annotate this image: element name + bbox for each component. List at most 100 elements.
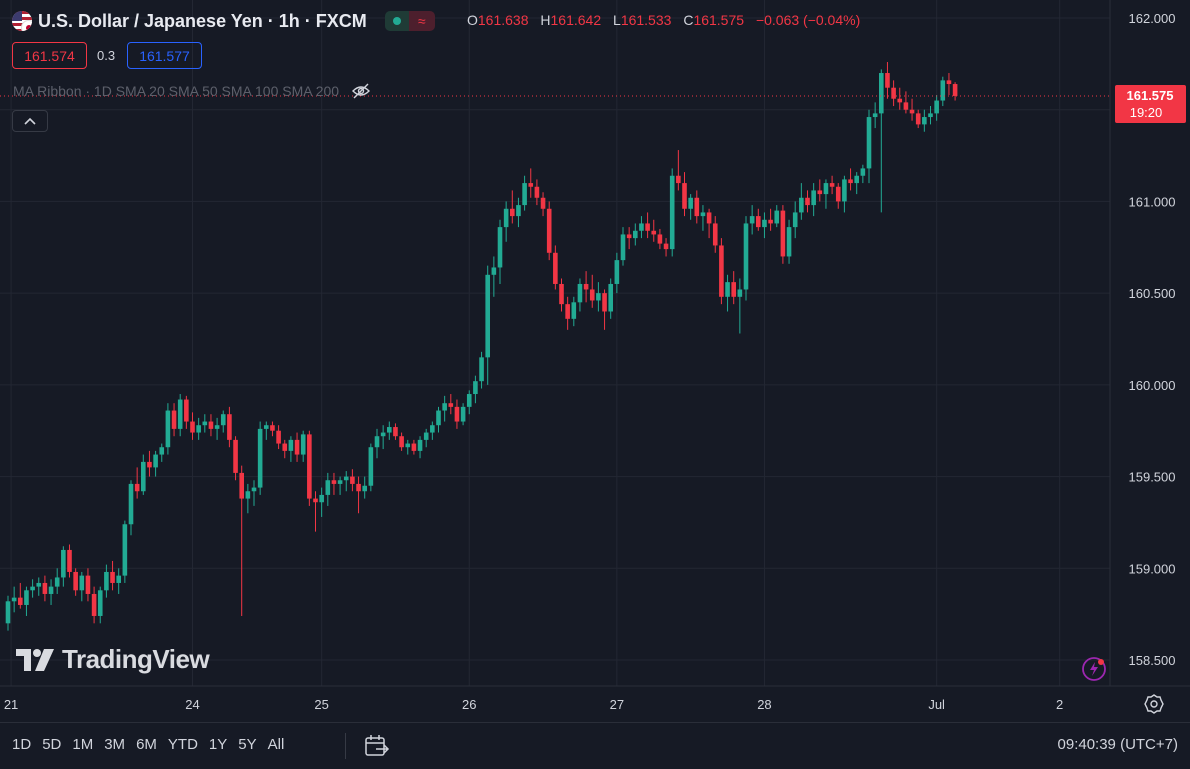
candle-body (460, 406, 466, 422)
candle-body (233, 439, 238, 473)
candle-body (307, 434, 312, 499)
ma-ribbon-indicator[interactable]: MA Ribbon · 1D SMA 20 SMA 50 SMA 100 SMA… (13, 83, 371, 99)
candle-body (171, 410, 177, 429)
candle-body (540, 197, 546, 209)
range-1y-button[interactable]: 1Y (208, 736, 228, 753)
candle-body (885, 73, 890, 88)
candle-body (688, 197, 693, 209)
range-all-button[interactable]: All (267, 736, 285, 753)
symbol-title[interactable]: U.S. Dollar / Japanese Yen · 1h · FXCM (38, 10, 367, 31)
candle-body (356, 483, 361, 492)
range-5y-button[interactable]: 5Y (238, 736, 257, 753)
range-1m-button[interactable]: 1M (72, 736, 94, 753)
time-axis: 21 24 25 26 27 28 Jul 2 (0, 685, 1190, 712)
price-tick-label: 158.500 (1129, 653, 1176, 668)
candle-body (79, 575, 85, 591)
candle-body (891, 87, 896, 99)
goto-date-calendar-icon[interactable] (364, 734, 390, 758)
candle-body (909, 109, 915, 114)
candle-body (454, 406, 460, 422)
settings-gear-icon[interactable] (1144, 694, 1164, 714)
candle-body (620, 234, 626, 261)
candle-body (405, 443, 411, 448)
price-tick-label: 160.500 (1129, 286, 1176, 301)
candle-body (866, 117, 872, 169)
candle-body (141, 461, 146, 492)
candle-body (786, 227, 792, 257)
candle-body (294, 439, 300, 455)
candle-body (399, 436, 404, 448)
candle-body (5, 601, 11, 624)
bar-countdown-label: 19:20 (1130, 105, 1163, 120)
range-3m-button[interactable]: 3M (104, 736, 126, 753)
candle-body (811, 190, 816, 206)
market-status[interactable]: ≈ (384, 11, 435, 31)
range-5d-button[interactable]: 5D (42, 736, 62, 753)
candle-body (380, 432, 386, 437)
candle-body (485, 274, 490, 358)
candle-body (214, 425, 220, 429)
candle-body (442, 403, 447, 411)
indicator-label: MA Ribbon · 1D SMA 20 SMA 50 SMA 100 SMA… (13, 83, 340, 99)
candle-body (510, 208, 515, 217)
tradingview-logo-icon (16, 648, 54, 671)
time-tick-label: 24 (185, 697, 199, 712)
candles (5, 62, 958, 631)
candle-body (503, 208, 509, 228)
candle-body (749, 216, 755, 224)
lightning-icon[interactable] (1081, 656, 1107, 682)
candle-body (780, 210, 786, 257)
candle-body (879, 73, 884, 114)
time-tick-label: 2 (1056, 697, 1063, 712)
candle-body (368, 447, 374, 486)
candle-body (842, 179, 847, 202)
candle-body (282, 443, 288, 451)
symbol-header[interactable]: U.S. Dollar / Japanese Yen · 1h · FXCM ≈ (12, 8, 435, 34)
close-value: 161.575 (693, 12, 745, 28)
candle-body (417, 439, 423, 451)
candle-body (184, 399, 189, 422)
candle-body (300, 434, 306, 455)
candle-body (792, 212, 798, 228)
candle-body (553, 252, 558, 284)
candle-body (934, 100, 939, 114)
timezone-clock[interactable]: 09:40:39 (UTC+7) (1057, 736, 1178, 753)
time-tick-label: 21 (4, 697, 18, 712)
candle-body (36, 582, 42, 587)
candle-body (73, 571, 78, 591)
candle-body (473, 381, 478, 395)
collapse-legend-button[interactable] (12, 110, 48, 132)
candle-body (239, 472, 244, 499)
candle-body (91, 593, 97, 616)
candle-body (731, 282, 736, 297)
candle-body (159, 447, 165, 455)
price-tick-label: 160.000 (1129, 378, 1176, 393)
eye-off-icon[interactable] (351, 83, 371, 99)
candle-body (799, 197, 804, 213)
high-value: 161.642 (550, 12, 602, 28)
date-range-buttons: 1D 5D 1M 3M 6M YTD 1Y 5Y All (12, 736, 295, 753)
candle-body (546, 208, 552, 253)
candle-body (202, 421, 208, 426)
candle-body (54, 577, 60, 587)
price-chart[interactable]: 158.500 159.000 159.500 160.000 160.500 161.0… (0, 0, 1190, 722)
candle-body (676, 175, 681, 184)
candle-body (559, 283, 564, 305)
candle-body (393, 427, 398, 437)
candle-body (854, 175, 859, 184)
candle-body (177, 399, 183, 429)
sell-button[interactable]: 161.574 (12, 42, 87, 69)
range-6m-button[interactable]: 6M (136, 736, 157, 753)
range-1d-button[interactable]: 1D (12, 736, 32, 753)
buy-button[interactable]: 161.577 (127, 42, 202, 69)
price-tick-label: 161.000 (1129, 194, 1176, 209)
candle-body (682, 183, 687, 209)
candle-body (337, 480, 343, 484)
spread-value: 0.3 (97, 48, 116, 63)
candle-body (694, 197, 700, 217)
candle-body (48, 586, 54, 594)
price-tick-label: 159.000 (1129, 561, 1176, 576)
change-value: −0.063 (−0.04%) (755, 12, 861, 28)
candle-body (756, 216, 761, 228)
range-ytd-button[interactable]: YTD (167, 736, 198, 753)
